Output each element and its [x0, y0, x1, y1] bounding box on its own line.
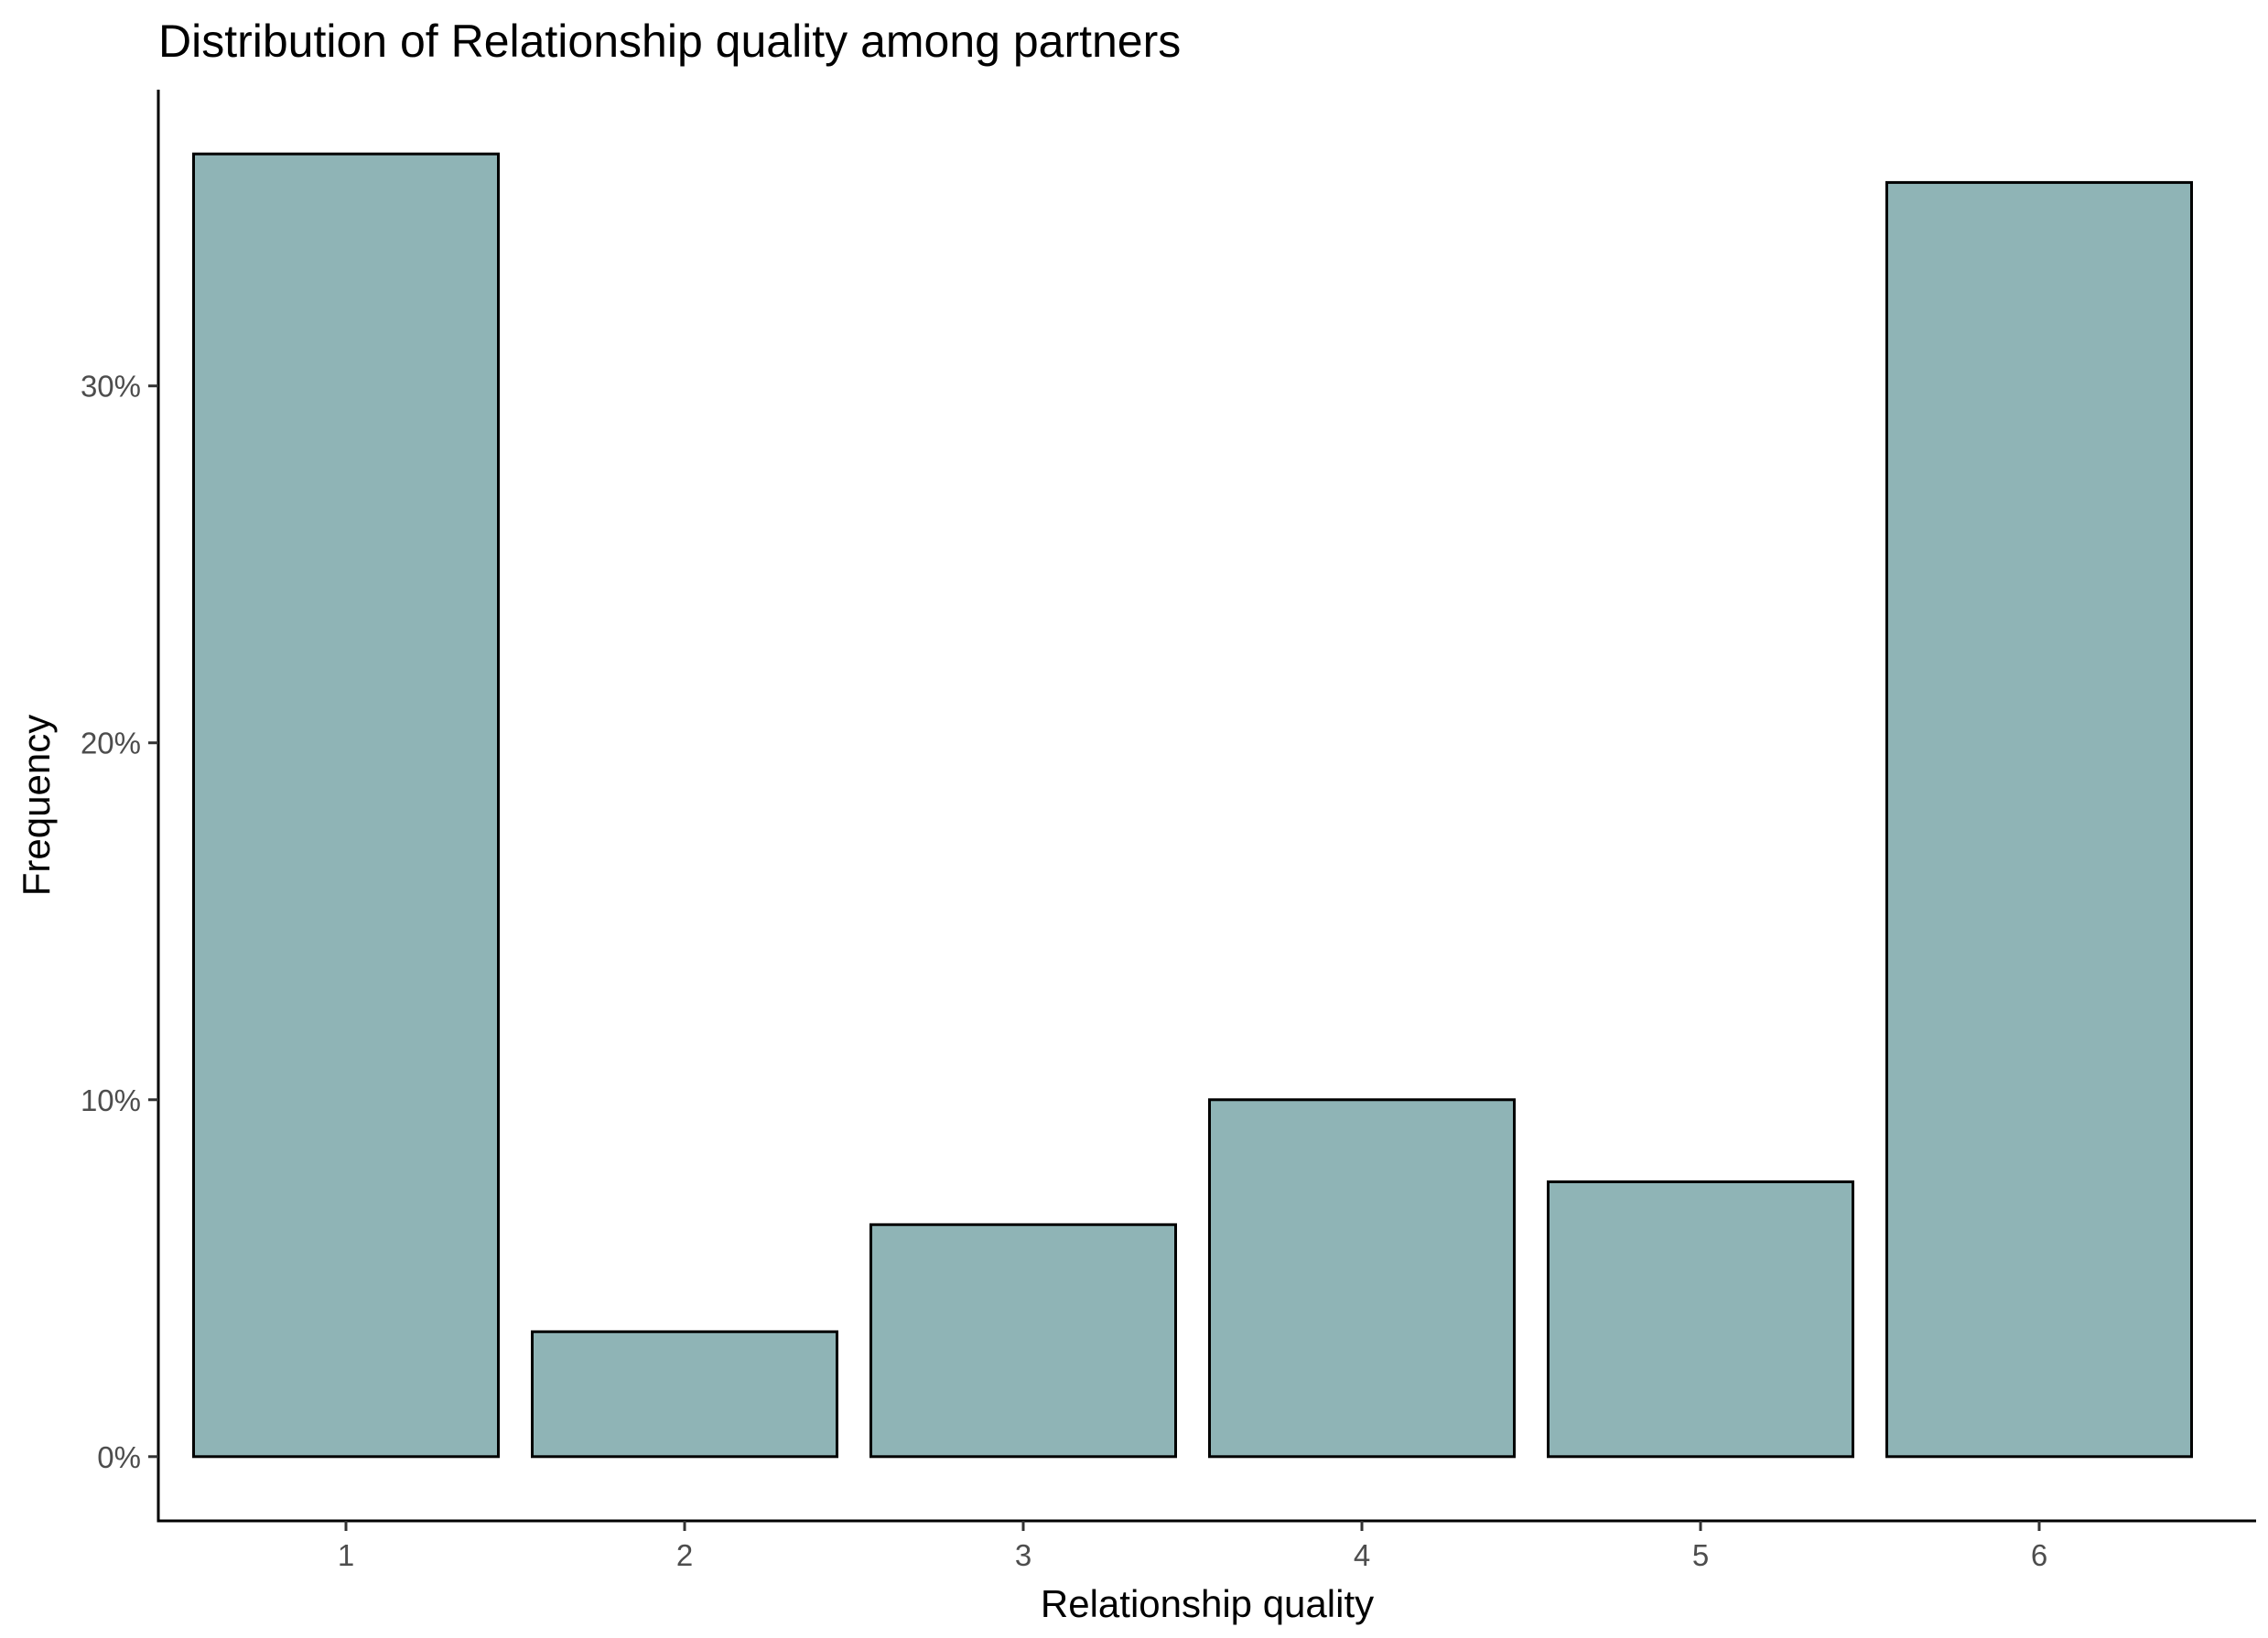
y-tick-label: 0%: [97, 1440, 141, 1474]
x-tick-label: 1: [338, 1538, 354, 1572]
y-axis-title: Frequency: [15, 715, 58, 896]
bar-4: [1208, 1098, 1516, 1459]
chart-title: Distribution of Relationship quality amo…: [158, 16, 1181, 67]
bars: [192, 152, 2193, 1459]
y-axis-ticks: 0% 10% 20% 30%: [81, 370, 158, 1474]
bar-5: [1547, 1180, 1854, 1459]
bar-3: [869, 1223, 1177, 1459]
y-tick-label: 20%: [81, 727, 141, 760]
x-axis-ticks: 1 2 3 4 5 6: [338, 1521, 2047, 1572]
y-tick-label: 10%: [81, 1083, 141, 1117]
bar-2: [531, 1330, 838, 1459]
x-tick-label: 2: [676, 1538, 693, 1572]
x-tick-label: 5: [1692, 1538, 1709, 1572]
bar-1: [192, 152, 500, 1459]
x-tick-label: 6: [2031, 1538, 2047, 1572]
y-tick-label: 30%: [81, 370, 141, 404]
x-tick-label: 3: [1015, 1538, 1031, 1572]
x-tick-label: 4: [1354, 1538, 1370, 1572]
x-axis-title: Relationship quality: [1041, 1582, 1374, 1625]
bar-6: [1885, 180, 2193, 1459]
